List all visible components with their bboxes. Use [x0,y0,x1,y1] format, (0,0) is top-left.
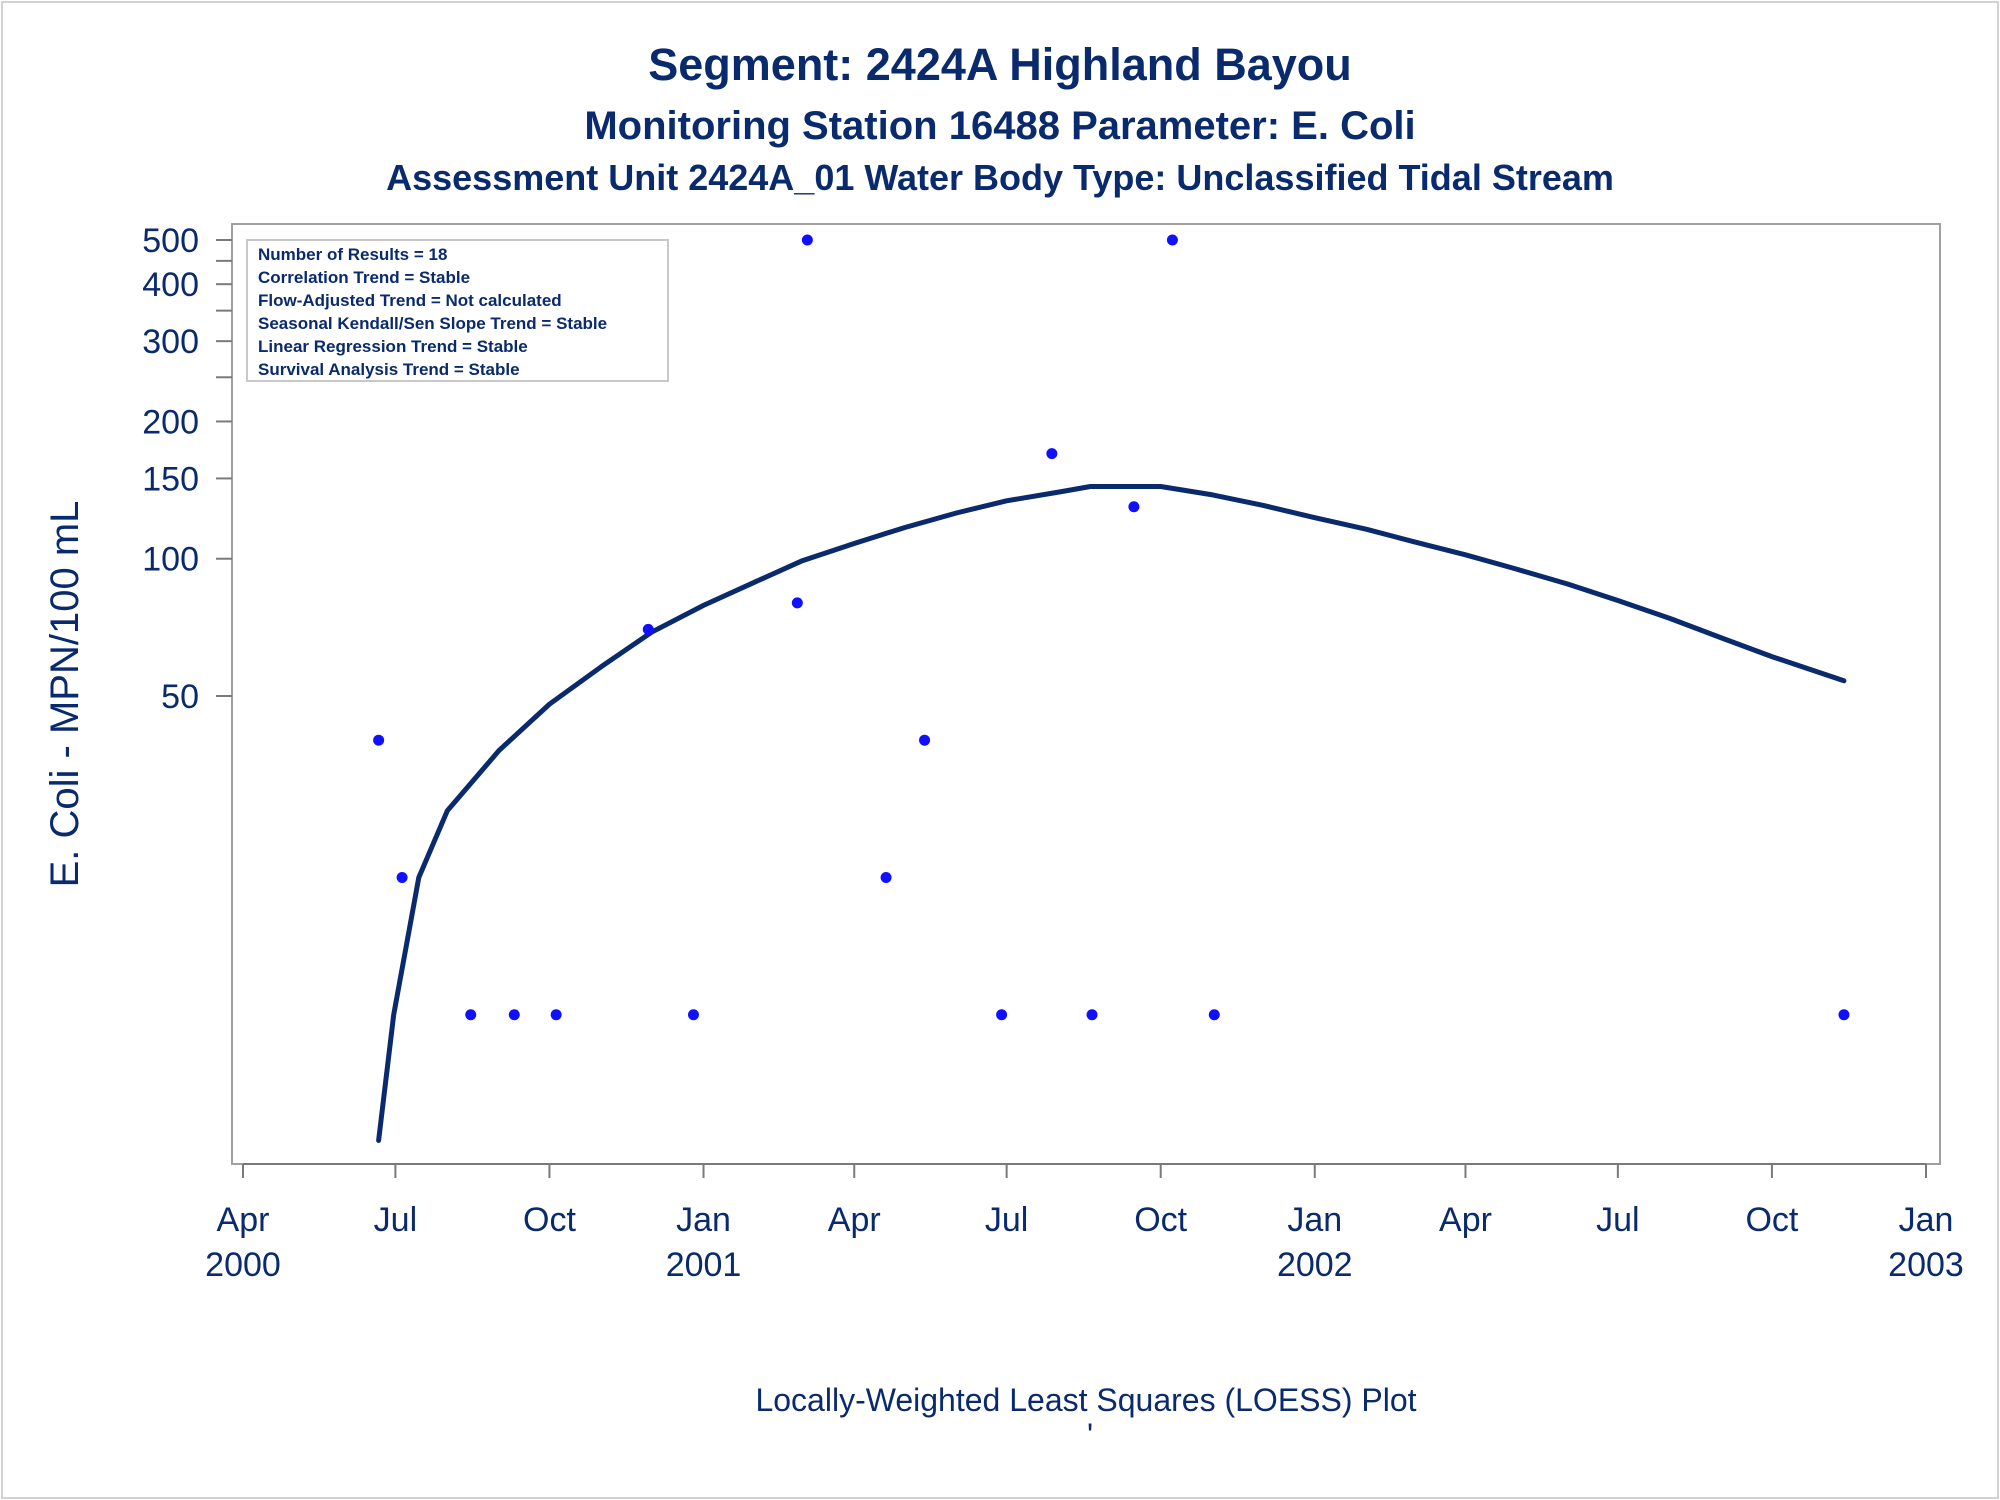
stats-line-correlation: Correlation Trend = Stable [258,268,470,287]
y-axis-label: E. Coli - MPN/100 mL [43,501,87,888]
x-tick-year-label: 2000 [205,1246,281,1284]
data-point [396,871,408,883]
x-tick-month-label: Jul [985,1201,1028,1239]
stats-box-frame [246,239,669,382]
data-point [465,1009,477,1021]
stats-line-survival: Survival Analysis Trend = Stable [258,360,520,379]
x-tick-month-label: Oct [523,1201,576,1239]
x-tick-month-label: Jul [1596,1201,1639,1239]
y-tick-label: 400 [142,266,199,304]
stats-box: Number of Results = 18 Correlation Trend… [246,239,669,382]
data-point [508,1009,520,1021]
x-tick-month-label: Jan [1287,1201,1342,1239]
y-tick-label: 150 [142,460,199,498]
chart-subtitle-2: Assessment Unit 2424A_01 Water Body Type… [386,157,1614,198]
data-point [373,734,385,746]
x-tick-year-label: 2002 [1277,1246,1353,1284]
y-tick-label: 100 [142,541,199,579]
chart-footnote: Locally-Weighted Least Squares (LOESS) P… [755,1382,1416,1418]
data-point [550,1009,562,1021]
x-tick-year-label: 2003 [1888,1246,1964,1284]
y-tick-label: 500 [142,222,199,260]
x-tick-month-label: Apr [828,1201,881,1239]
loess-curve [376,484,1847,1143]
stats-line-linear-regression: Linear Regression Trend = Stable [258,337,528,356]
chart-subtitle: Monitoring Station 16488 Parameter: E. C… [584,104,1415,148]
y-tick-label: 50 [161,678,199,716]
data-point [791,597,803,609]
y-tick-label: 300 [142,323,199,361]
data-point [1128,501,1140,513]
x-tick-month-label: Oct [1745,1201,1798,1239]
x-tick-month-label: Apr [217,1201,270,1239]
x-tick-year-label: 2001 [666,1246,742,1284]
data-point [919,734,931,746]
x-tick-month-label: Jul [374,1201,417,1239]
y-axis: 50 100 150 200 300 400 500 [142,222,232,716]
data-points-layer [373,234,1850,1021]
data-point [880,871,892,883]
x-axis: Apr 2000 Jul Oct Jan 2001 Apr Jul Oct Jan 2002 Apr J… [205,1163,1964,1284]
data-point [687,1009,699,1021]
data-point [996,1009,1008,1021]
footnote-mark: ' [1087,1417,1093,1453]
data-point [642,623,654,635]
data-point [1166,234,1178,246]
stats-line-seasonal-kendall: Seasonal Kendall/Sen Slope Trend = Stabl… [258,314,607,333]
chart-title: Segment: 2424A Highland Bayou [648,39,1351,90]
x-tick-month-label: Jan [676,1201,731,1239]
stats-line-results: Number of Results = 18 [258,245,447,264]
x-tick-month-label: Apr [1439,1201,1492,1239]
data-point [1046,448,1058,460]
x-tick-month-label: Jan [1899,1201,1954,1239]
x-tick-month-label: Oct [1134,1201,1187,1239]
stats-line-flow-adjusted: Flow-Adjusted Trend = Not calculated [258,291,562,310]
y-tick-label: 200 [142,403,199,441]
data-point [1086,1009,1098,1021]
loess-curve-layer [376,484,1847,1143]
data-point [801,234,813,246]
data-point [1208,1009,1220,1021]
data-point [1838,1009,1850,1021]
